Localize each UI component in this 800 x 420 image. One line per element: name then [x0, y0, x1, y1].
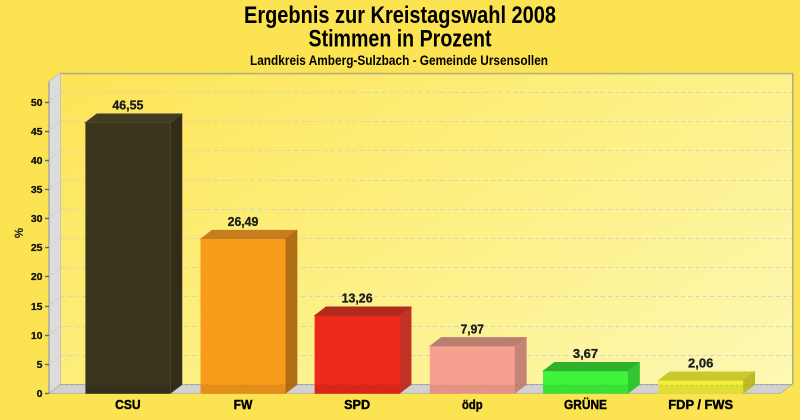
svg-text:30: 30: [31, 213, 43, 225]
svg-text:CSU: CSU: [115, 397, 141, 412]
svg-text:45: 45: [31, 126, 43, 138]
svg-text:FDP / FWS: FDP / FWS: [668, 397, 733, 412]
svg-text:ödp: ödp: [462, 397, 483, 412]
svg-text:FW: FW: [234, 397, 253, 412]
svg-text:13,26: 13,26: [342, 291, 373, 306]
svg-text:25: 25: [31, 242, 43, 254]
svg-text:Landkreis Amberg-Sulzbach - Ge: Landkreis Amberg-Sulzbach - Gemeinde Urs…: [250, 52, 548, 68]
svg-text:2,06: 2,06: [688, 356, 713, 371]
svg-text:40: 40: [31, 155, 43, 167]
svg-text:35: 35: [31, 184, 43, 196]
svg-text:7,97: 7,97: [461, 321, 484, 336]
svg-text:50: 50: [31, 97, 43, 109]
svg-text:26,49: 26,49: [228, 214, 259, 229]
svg-text:10: 10: [31, 330, 43, 342]
svg-text:SPD: SPD: [344, 397, 370, 412]
svg-text:GRÜNE: GRÜNE: [564, 397, 607, 412]
svg-text:15: 15: [31, 301, 43, 313]
svg-text:5: 5: [37, 359, 43, 371]
svg-text:20: 20: [31, 271, 43, 283]
svg-text:Ergebnis zur Kreistagswahl 200: Ergebnis zur Kreistagswahl 2008: [244, 2, 556, 29]
svg-text:%: %: [14, 228, 26, 238]
svg-text:3,67: 3,67: [573, 346, 598, 361]
svg-text:0: 0: [37, 388, 43, 400]
svg-text:Stimmen in Prozent: Stimmen in Prozent: [309, 26, 492, 53]
svg-text:46,55: 46,55: [112, 98, 143, 113]
